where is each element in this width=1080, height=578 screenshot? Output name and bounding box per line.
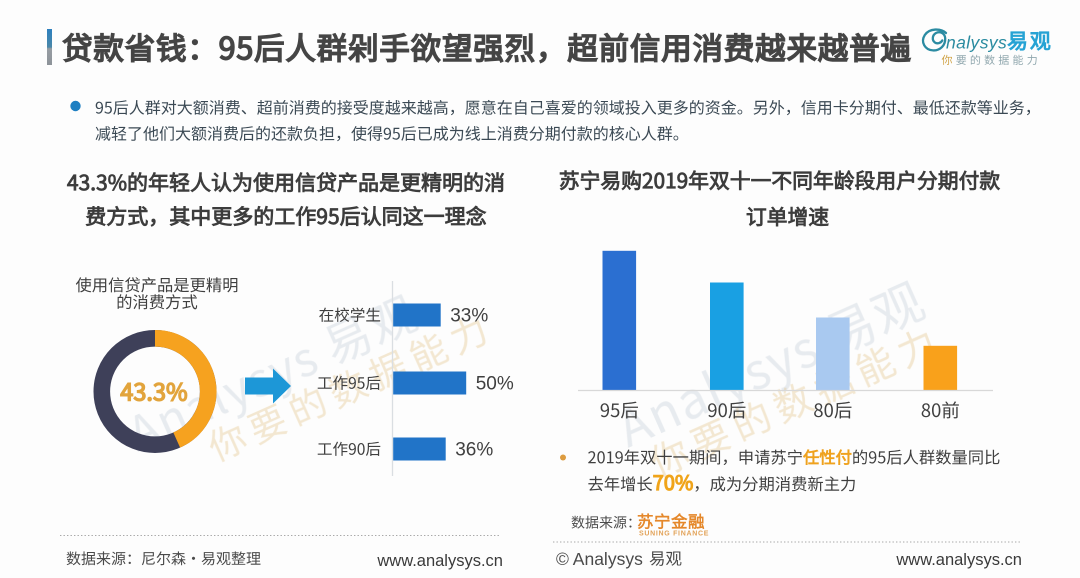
svg-text:50%: 50% <box>476 374 514 395</box>
svg-text:www.analysys.cn: www.analysys.cn <box>895 551 1022 569</box>
svg-text:nalysys: nalysys <box>946 33 1007 53</box>
svg-text:© Analysys: © Analysys <box>556 549 643 569</box>
svg-text:www.analysys.cn: www.analysys.cn <box>376 552 503 570</box>
svg-text:36%: 36% <box>455 440 493 461</box>
svg-text:33%: 33% <box>450 306 488 327</box>
svg-text:SUNING FINANCE: SUNING FINANCE <box>639 531 709 538</box>
